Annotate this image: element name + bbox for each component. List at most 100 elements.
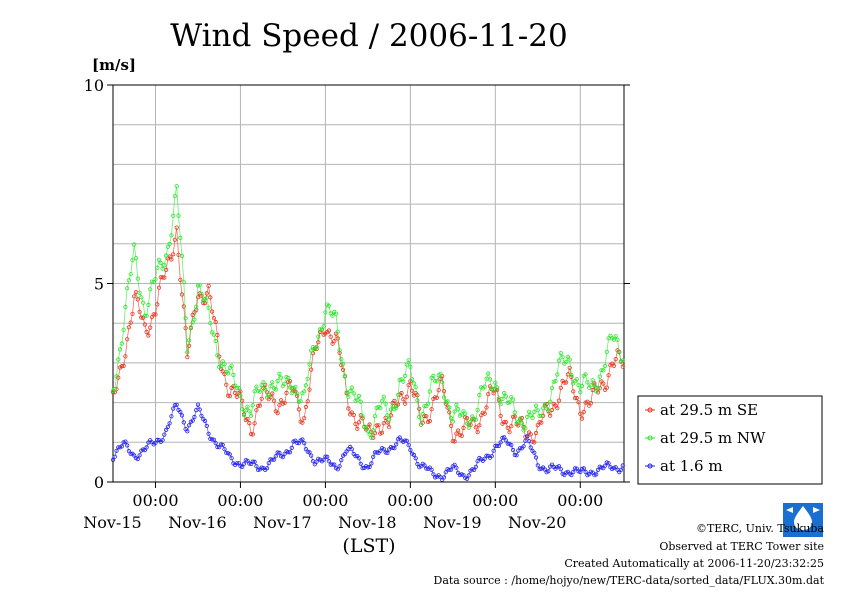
data-point: [473, 464, 478, 469]
data-point: [560, 355, 565, 360]
data-point: [448, 467, 454, 472]
data-point: [330, 462, 335, 467]
data-point: [491, 448, 496, 453]
data-point: [482, 456, 487, 461]
data-point: [254, 384, 259, 389]
data-point: [558, 385, 563, 390]
data-point: [535, 463, 540, 468]
data-point: [516, 419, 521, 424]
data-point: [211, 316, 216, 321]
data-point: [342, 373, 347, 378]
data-point: [339, 356, 344, 362]
data-point: [245, 404, 250, 409]
data-point: [574, 466, 579, 471]
data-point: [487, 377, 493, 382]
data-point: [374, 450, 379, 455]
data-point: [289, 390, 294, 396]
data-point: [404, 438, 409, 443]
x-tick-day-label: Nov-19: [423, 513, 481, 532]
data-point: [300, 420, 305, 425]
data-point: [259, 396, 264, 401]
data-point: [581, 466, 586, 471]
data-point: [367, 432, 372, 437]
data-point: [455, 428, 461, 433]
data-point: [286, 379, 291, 384]
legend-label: at 29.5 m SE: [660, 401, 758, 419]
data-point: [378, 405, 383, 411]
data-point: [323, 310, 328, 315]
x-tick-time-label: 00:00: [217, 491, 263, 510]
data-point: [574, 395, 579, 401]
data-point: [123, 354, 128, 359]
data-point: [114, 374, 119, 379]
terc-logo: [783, 503, 823, 537]
data-point: [555, 372, 560, 377]
data-point: [123, 304, 128, 310]
data-point: [579, 466, 585, 472]
data-point: [116, 357, 121, 362]
data-point: [463, 411, 468, 416]
data-point: [558, 350, 563, 356]
data-point: [422, 404, 427, 409]
data-point: [264, 466, 270, 471]
data-point: [146, 333, 151, 338]
data-point: [620, 463, 625, 468]
data-point: [498, 440, 503, 445]
data-point: [471, 467, 477, 472]
legend: at 29.5 m SE at 29.5 m NW at 1.6 m: [637, 395, 823, 485]
data-point: [337, 348, 342, 353]
data-point: [578, 411, 583, 416]
data-point: [406, 383, 411, 388]
data-point: [321, 324, 326, 329]
data-point: [169, 414, 174, 419]
data-point: [156, 257, 162, 262]
data-point: [595, 467, 601, 472]
data-point: [503, 438, 508, 443]
data-point: [181, 304, 186, 309]
data-point: [569, 472, 574, 478]
data-point: [448, 423, 454, 428]
series-3: [110, 402, 625, 482]
data-point: [204, 423, 209, 428]
data-point: [155, 302, 160, 307]
data-point: [535, 408, 540, 413]
data-point: [238, 389, 243, 394]
data-point: [187, 343, 192, 348]
data-point: [190, 418, 195, 423]
data-point: [194, 304, 199, 309]
data-point: [411, 381, 416, 386]
data-point: [128, 272, 133, 277]
data-point: [284, 390, 289, 395]
data-point: [278, 375, 284, 380]
data-point: [404, 362, 409, 367]
data-point: [300, 437, 305, 442]
data-point: [160, 275, 165, 280]
data-point: [178, 409, 183, 415]
data-point: [349, 447, 354, 452]
data-point: [356, 456, 362, 461]
data-point: [505, 425, 510, 430]
data-point: [176, 252, 181, 257]
data-point: [392, 398, 397, 403]
data-point: [195, 295, 201, 300]
data-point: [178, 235, 183, 240]
data-point: [486, 371, 491, 376]
data-point: [537, 413, 542, 419]
data-point: [525, 414, 530, 420]
data-point: [287, 379, 293, 384]
data-point: [201, 300, 206, 306]
data-point: [385, 420, 390, 425]
data-point: [282, 400, 287, 405]
data-point: [210, 309, 215, 314]
x-tick-time-label: 00:00: [387, 491, 433, 510]
data-point: [379, 398, 385, 404]
data-point: [539, 420, 544, 425]
data-point: [502, 390, 507, 396]
data-point: [611, 363, 617, 368]
data-point: [210, 437, 215, 442]
data-point: [247, 409, 252, 414]
data-point: [125, 443, 130, 448]
data-point: [110, 457, 116, 462]
legend-swatch-marker: [647, 407, 653, 413]
data-point: [579, 383, 585, 389]
